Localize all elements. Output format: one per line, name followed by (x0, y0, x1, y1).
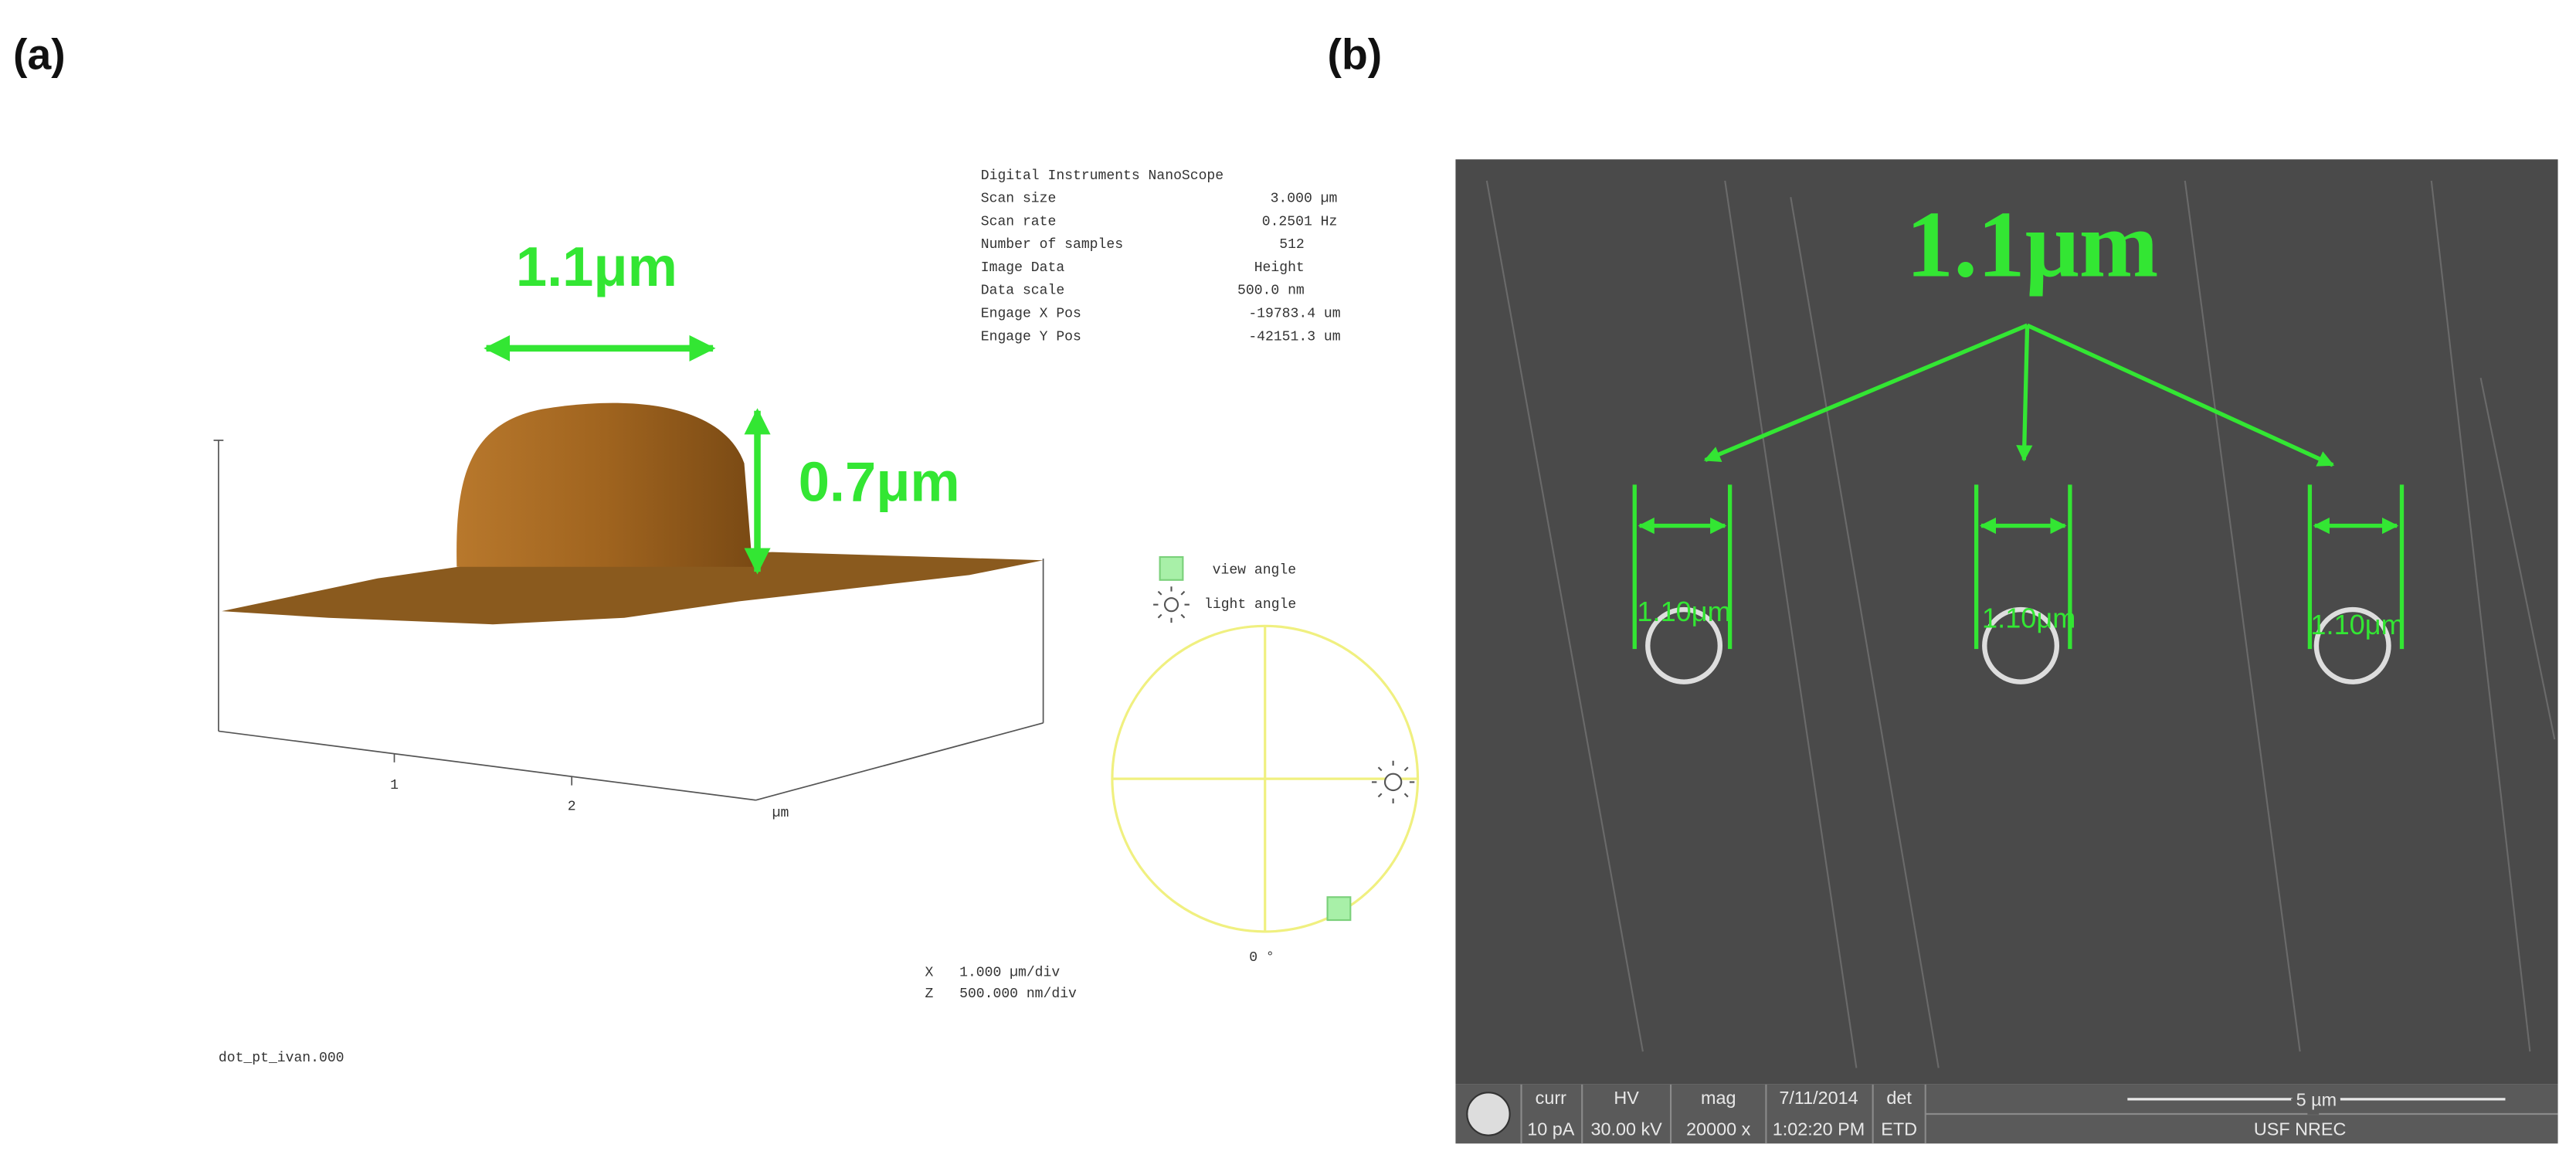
info-name: Scan size (981, 192, 1057, 207)
feature-label: 1.10μm (1637, 596, 1730, 627)
databar-header: det (1886, 1088, 1912, 1108)
info-block: Scan size 3.000 µm Scan rate 0.2501 Hz N… (981, 192, 1341, 345)
sem-scratches (1485, 180, 2556, 1068)
lab-name: USF NREC (2254, 1119, 2346, 1139)
info-value: 3.000 µm (1271, 192, 1338, 207)
databar-value: 1:02:20 PM (1773, 1119, 1865, 1139)
logo (1466, 1092, 1511, 1136)
info-value: Height (1254, 260, 1305, 276)
dimension-brackets (1632, 484, 2405, 650)
view-angle-icon (1159, 555, 1184, 581)
databar-value: 10 pA (1527, 1119, 1574, 1139)
light-position (1371, 760, 1415, 804)
view-angle-label: view angle (1213, 562, 1296, 578)
info-value: -19783.4 um (1248, 306, 1340, 321)
databar-header: 7/11/2014 (1779, 1088, 1858, 1108)
databar-grid (1520, 1084, 2558, 1144)
height-annotation: 0.7μm (799, 452, 960, 514)
info-value: -42151.3 um (1248, 329, 1340, 345)
info-name: Engage Y Pos (981, 329, 1081, 345)
axis-tick-label: 2 (568, 800, 576, 815)
scale-axis: Z (925, 987, 933, 1002)
light-angle-icon (1153, 586, 1190, 623)
panel-label: (b) (1328, 30, 1383, 78)
feature-label: 1.10μm (2310, 609, 2404, 640)
info-name: Data scale (981, 284, 1064, 299)
axis-unit: µm (772, 806, 789, 821)
afm-box (213, 440, 1044, 801)
view-position (1326, 896, 1352, 922)
afm-dot (456, 402, 753, 567)
info-name: Image Data (981, 260, 1065, 276)
databar-header: mag (1701, 1088, 1736, 1108)
angle-dial (1111, 624, 1420, 933)
angle-zero: 0 ° (1249, 950, 1274, 966)
scale-value: 500.000 nm/div (959, 987, 1077, 1002)
panel-label: (a) (13, 30, 66, 78)
sem-dots (1645, 606, 2391, 684)
info-name: Engage X Pos (981, 306, 1081, 321)
databar-value: 20000 x (1686, 1119, 1750, 1139)
info-name: Scan rate (981, 214, 1057, 229)
info-value: 0.2501 Hz (1262, 214, 1338, 229)
scale-value: 1.000 µm/div (959, 965, 1060, 980)
databar-header: curr (1536, 1088, 1566, 1108)
pointer-arrows (1703, 323, 2335, 467)
instrument: Digital Instruments NanoScope (981, 168, 1224, 184)
afm-image (210, 161, 1430, 1082)
annotation: 1.1μm (1906, 191, 2159, 297)
info-value: 512 (1279, 237, 1305, 253)
databar-value: 30.00 kV (1590, 1119, 1662, 1139)
scale-axis: X (925, 965, 933, 980)
afm-surface (222, 552, 1044, 625)
filename: dot_pt_ivan.000 (219, 1051, 344, 1066)
feature-label: 1.10μm (1982, 602, 2075, 633)
info-value: 500.0 nm (1237, 284, 1305, 299)
scale-bar-label: 5 µm (2296, 1089, 2337, 1109)
light-angle-label: light angle (1204, 597, 1296, 613)
databar-value: ETD (1881, 1119, 1917, 1139)
sem-image (1455, 159, 2558, 1085)
info-name: Number of samples (981, 237, 1123, 253)
databar-header: HV (1614, 1088, 1639, 1108)
width-annotation: 1.1μm (516, 236, 677, 298)
axis-tick-label: 1 (390, 778, 399, 793)
